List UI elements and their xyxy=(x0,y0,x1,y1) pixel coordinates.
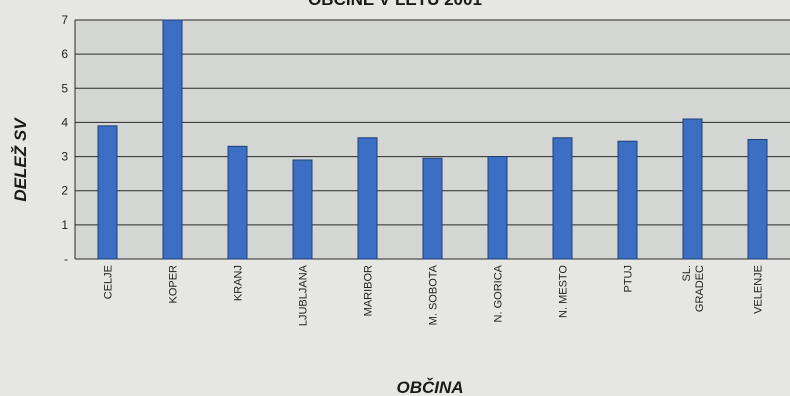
y-tick-label: 5 xyxy=(61,81,68,95)
x-tick-label: KRANJ xyxy=(233,265,245,301)
y-axis-title: DELEŽ SV xyxy=(11,117,30,202)
y-tick-label: 1 xyxy=(61,218,68,232)
bar-maribor xyxy=(357,137,378,260)
bar-m-sobota xyxy=(422,157,443,260)
x-tick-label: VELENJE xyxy=(753,265,765,314)
bar-n-mesto xyxy=(552,137,573,260)
x-tick-label: MARIBOR xyxy=(363,265,375,316)
chart-title: OBČINE V LETU 2001 xyxy=(308,0,482,9)
bar-velenje xyxy=(747,139,768,260)
x-tick-label: LJUBLJANA xyxy=(298,264,310,326)
bars xyxy=(97,19,768,260)
y-tick-label: 7 xyxy=(61,13,68,27)
y-tick-label: 6 xyxy=(61,47,68,61)
bar-celje xyxy=(97,125,118,260)
bar-koper xyxy=(162,19,183,260)
x-tick-label: N. GORICA xyxy=(493,264,505,322)
x-tick-label: CELJE xyxy=(103,265,115,299)
bar-sl-gradec xyxy=(682,118,703,260)
bar-n-gorica xyxy=(487,156,508,260)
y-tick-label: 3 xyxy=(61,150,68,164)
bar-kranj xyxy=(227,145,248,260)
x-tick-label: PTUJ xyxy=(623,265,635,293)
x-tick-label: M. SOBOTA xyxy=(428,264,440,325)
x-tick-label: KOPER xyxy=(168,265,180,304)
x-tick-label: N. MESTO xyxy=(558,265,570,318)
bar-ljubljana xyxy=(292,159,313,260)
y-axis-ticks: - 1 2 3 4 5 6 7 xyxy=(61,13,68,266)
x-axis-title: OBČINA xyxy=(396,378,463,396)
y-tick-label: 4 xyxy=(61,115,68,129)
y-tick-label: 2 xyxy=(61,184,68,198)
bar-ptuj xyxy=(617,140,638,260)
y-tick-label: - xyxy=(64,252,68,266)
x-axis-ticks: CELJE KOPER KRANJ LJUBLJANA MARIBOR M. SOBOTA… xyxy=(103,264,765,326)
x-tick-label: SL.GRADEC xyxy=(681,265,706,312)
